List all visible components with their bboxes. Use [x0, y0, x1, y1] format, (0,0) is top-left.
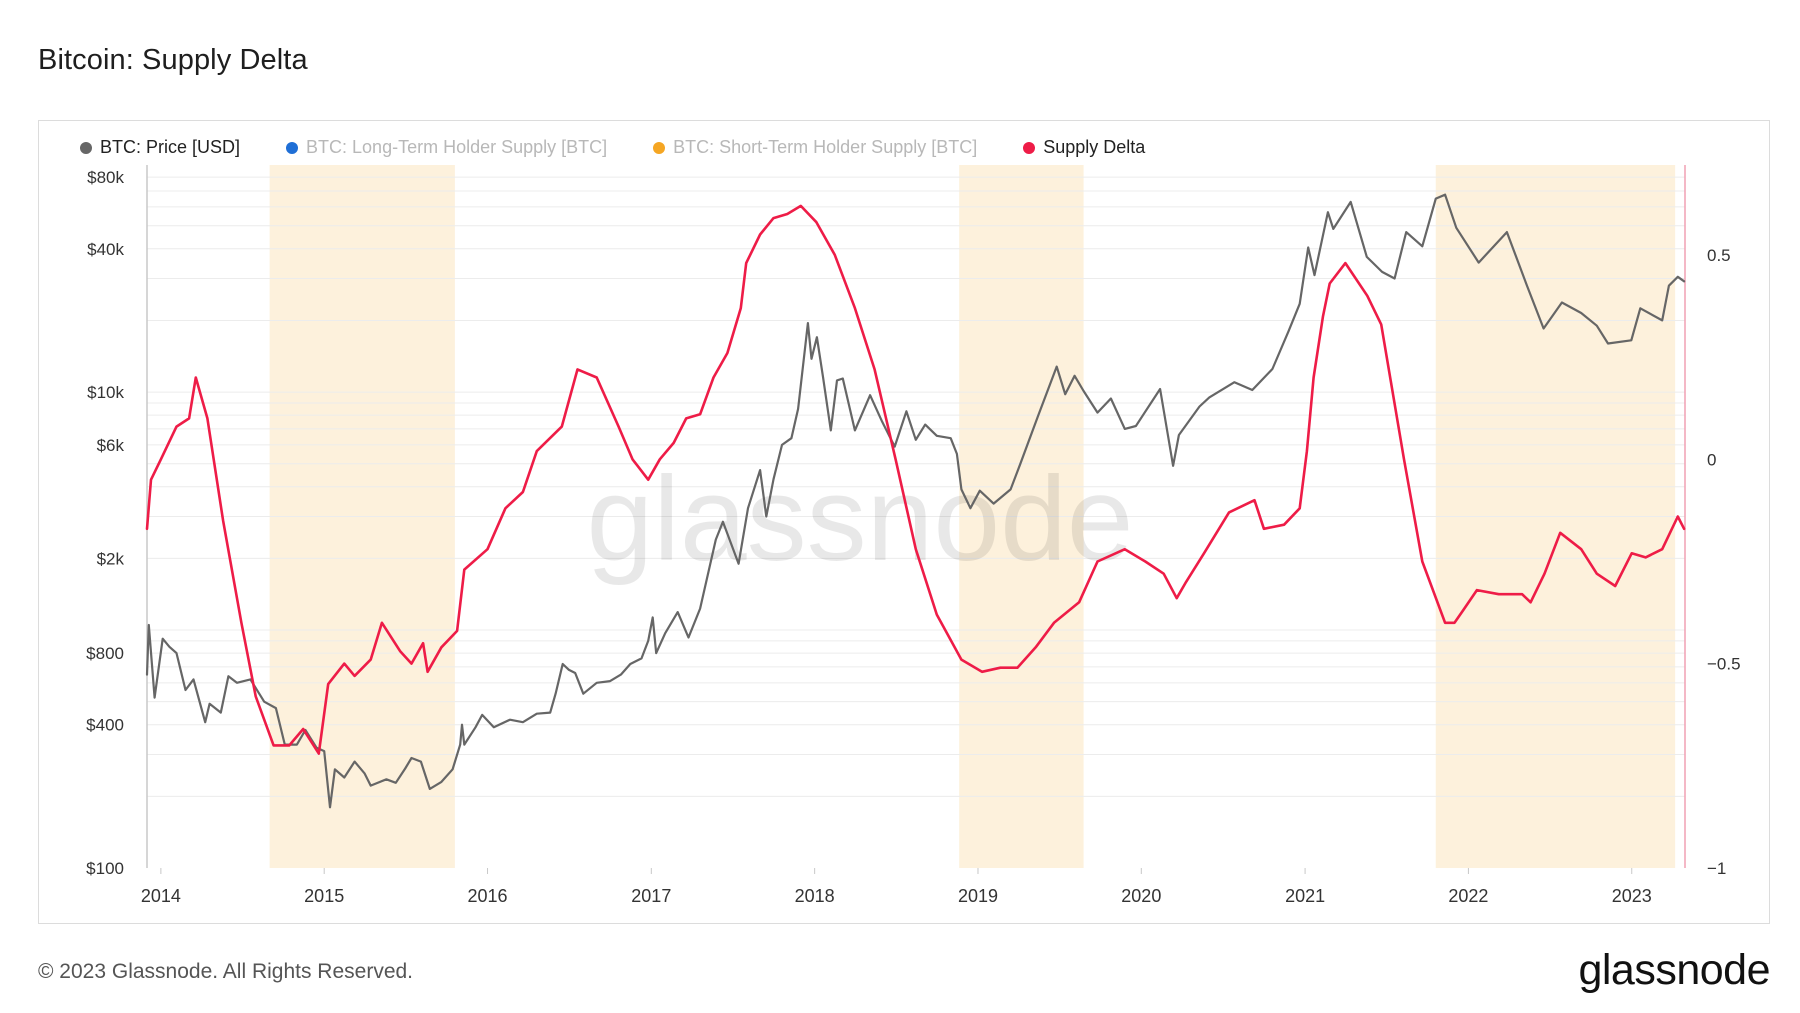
- x-tick-label: 2014: [141, 886, 181, 906]
- y-right-tick-label: −0.5: [1707, 655, 1741, 674]
- legend-dot-supply-delta: [1023, 141, 1036, 154]
- x-tick-label: 2017: [631, 886, 671, 906]
- legend-label-sth-supply: BTC: Short-Term Holder Supply [BTC]: [673, 137, 978, 157]
- tick-labels: $100 $400 $800 $2k $6k $10k $40k $80k 0.5 0 −0.5 −1…: [86, 168, 1740, 906]
- legend-item-sth-supply[interactable]: BTC: Short-Term Holder Supply [BTC]: [653, 137, 977, 158]
- y-left-tick-label: $400: [86, 716, 124, 735]
- legend-dot-lth-supply: [286, 141, 299, 154]
- x-tick-label: 2020: [1121, 886, 1161, 906]
- series-line-0: [145, 193, 1686, 809]
- y-left-tick-label: $10k: [87, 383, 124, 402]
- y-left-tick-label: $40k: [87, 240, 124, 259]
- y-right-tick-label: 0: [1707, 450, 1716, 469]
- y-right-tick-label: −1: [1707, 859, 1726, 878]
- grid-lines: [147, 176, 1685, 797]
- legend-label-lth-supply: BTC: Long-Term Holder Supply [BTC]: [306, 137, 608, 157]
- legend-item-lth-supply[interactable]: BTC: Long-Term Holder Supply [BTC]: [286, 137, 607, 158]
- x-tick-label: 2015: [304, 886, 344, 906]
- x-tick-label: 2022: [1448, 886, 1488, 906]
- chart-frame: [38, 120, 1770, 924]
- series-line-3: [145, 204, 1686, 755]
- x-tick-label: 2019: [958, 886, 998, 906]
- y-left-tick-label: $100: [86, 859, 124, 878]
- y-right-tick-label: 0.5: [1707, 246, 1731, 265]
- legend-label-supply-delta: Supply Delta: [1043, 137, 1146, 157]
- y-left-tick-label: $800: [86, 644, 124, 663]
- legend-item-supply-delta[interactable]: Supply Delta: [1023, 137, 1145, 158]
- glassnode-logo[interactable]: glassnode: [1578, 946, 1770, 994]
- legend-dot-sth-supply: [653, 141, 666, 154]
- footer-copyright: © 2023 Glassnode. All Rights Reserved.: [38, 960, 414, 983]
- y-left-tick-label: $80k: [87, 168, 124, 187]
- legend-label-price: BTC: Price [USD]: [100, 137, 241, 157]
- series-lines: [145, 193, 1686, 809]
- y-left-tick-label: $6k: [97, 436, 125, 455]
- x-tick-label: 2021: [1285, 886, 1325, 906]
- legend-dot-price: [80, 141, 92, 154]
- x-tick-label: 2018: [795, 886, 835, 906]
- x-tick-label: 2023: [1612, 886, 1652, 906]
- page-title: Bitcoin: Supply Delta: [38, 44, 308, 76]
- y-left-tick-label: $2k: [97, 549, 125, 568]
- x-tick-label: 2016: [468, 886, 508, 906]
- legend-item-price[interactable]: BTC: Price [USD]: [80, 137, 240, 158]
- chart-legend: BTC: Price [USD] BTC: Long-Term Holder S…: [80, 137, 1145, 158]
- watermark-text: glassnode: [586, 452, 1133, 586]
